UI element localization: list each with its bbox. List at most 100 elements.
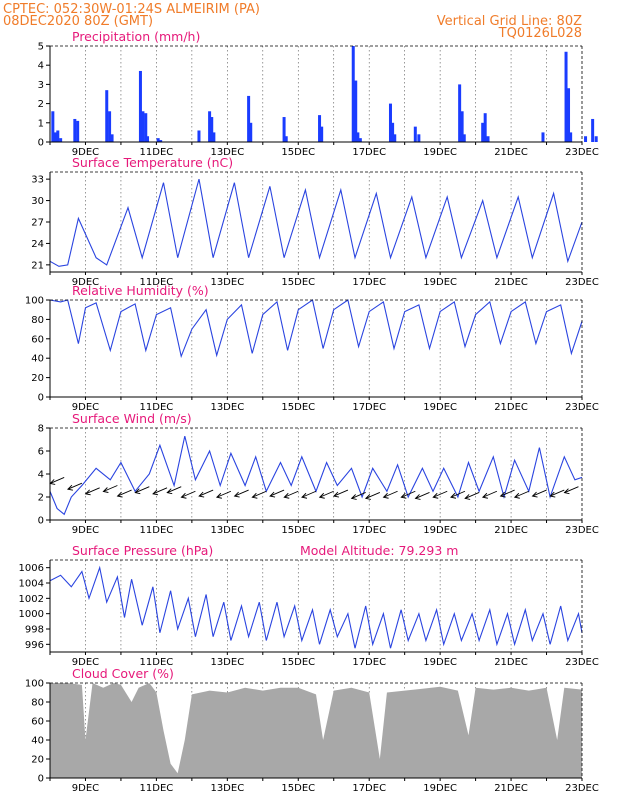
pressure-line [49,565,583,649]
precip-bar [358,138,362,142]
rh-ytick-label: 20 [31,373,44,384]
rh-ytick-label: 80 [31,315,44,326]
rh-ytick-label: 60 [31,334,44,345]
wind-arrow [532,489,547,497]
wind-arrowhead [301,492,308,499]
precip-ytick-label: 3 [38,80,44,91]
wind-arrowhead [67,484,74,491]
pressure-ytick-label: 996 [25,640,44,651]
temp-ytick-label: 24 [31,239,44,250]
cloud-ytick-label: 100 [25,679,44,690]
temp-ytick-label: 30 [31,196,44,207]
wind-panel: Surface Wind (m/s) 0 2 4 6 8 9DEC 11DEC 13DEC 15D… [38,411,599,536]
precip-bar [541,132,545,142]
wind-xtick-label: 11DEC [140,525,174,536]
wind-arrow [415,491,430,499]
precip-bar [197,130,201,142]
wind-arrow [433,490,448,498]
precip-bar [208,111,212,142]
wind-arrowhead [134,488,141,495]
precip-bar [105,90,109,142]
wind-arrow [401,490,416,498]
wind-arrow [333,489,349,497]
pressure-xtick-label: 9DEC [72,657,99,668]
precip-bar [138,70,142,142]
precip-bar [460,111,464,142]
pressure-panel: Surface Pressure (hPa) Model Altitude: 79… [19,543,599,668]
precip-bar [391,122,395,142]
temp-ytick-label: 21 [31,260,44,271]
precip-xtick-label: 19DEC [423,147,457,158]
wind-arrowhead [102,487,109,493]
cloud-xtick-label: 15DEC [281,783,315,794]
cloud-cover-area [50,683,582,778]
precip-bar [51,111,55,142]
rh-line [49,299,583,359]
precip-bar [486,136,490,142]
pressure-xtick-label: 21DEC [494,657,528,668]
rh-panel: Relative Humidity (%) 0 20 40 60 80 100 9DEC 11D… [25,283,599,413]
wind-arrowhead [269,491,276,498]
wind-arrowhead [364,494,371,500]
wind-arrow [284,490,299,498]
temp-xtick-label: 23DEC [565,277,599,288]
precip-bar [53,132,57,142]
pressure-xtick-label: 13DEC [210,657,244,668]
wind-arrow [167,486,182,494]
pressure-ytick-label: 998 [25,625,44,636]
wind-arrow [564,486,579,494]
wind-arrow [482,490,498,498]
cloud-panel: Cloud Cover (%) 0 20 40 60 80 100 9DEC 11DEC 13DE… [25,666,599,794]
precip-bar [564,51,568,143]
wind-arrowhead [414,494,421,500]
precip-bar [567,88,571,142]
temp-xtick-label: 13DEC [210,277,244,288]
grid-note: Vertical Grid Line: 80Z [437,14,582,29]
cloud-xtick-label: 13DEC [210,783,244,794]
wind-arrow [216,490,232,498]
wind-xtick-label: 9DEC [72,525,99,536]
pressure-xtick-label: 23DEC [565,657,599,668]
wind-arrowhead [450,492,457,499]
wind-arrowhead [318,492,325,499]
precip-bar [284,136,288,142]
pressure-ytick-label: 1006 [19,563,44,574]
precip-bar [318,115,322,142]
wind-arrow [269,489,285,497]
wind-arrow [550,489,565,497]
wind-xtick-label: 17DEC [352,525,386,536]
wind-arrowhead [215,492,222,499]
precip-xtick-label: 17DEC [352,147,386,158]
precip-bar [351,46,355,142]
precip-bar [458,84,462,142]
rh-xtick-label: 15DEC [281,402,315,413]
precip-bar [591,118,595,142]
precip-xtick-label: 9DEC [72,147,99,158]
wind-arrow [135,486,150,494]
precip-bar [156,138,160,142]
wind-xtick-label: 23DEC [565,525,599,536]
precip-bar [144,113,148,142]
precip-ytick-label: 5 [38,42,44,53]
precip-bar [146,136,150,142]
wind-ytick-label: 0 [38,516,44,527]
wind-arrowhead [464,494,471,500]
rh-xtick-label: 21DEC [494,402,528,413]
wind-arrowhead [333,491,340,498]
precip-bar [413,126,417,142]
wind-arrow [234,489,249,497]
precip-bar [393,134,397,142]
wind-arrowhead [400,492,407,499]
pressure-xtick-label: 15DEC [281,657,315,668]
precip-bar [159,140,163,142]
precip-bar [594,136,598,142]
wind-xtick-label: 15DEC [281,525,315,536]
wind-arrow [383,490,398,498]
wind-ytick-label: 2 [38,493,44,504]
precip-bar [483,113,487,142]
precip-bar [108,111,112,142]
precip-bar [462,134,466,142]
rh-xtick-label: 17DEC [352,402,386,413]
precip-bar [249,122,253,142]
